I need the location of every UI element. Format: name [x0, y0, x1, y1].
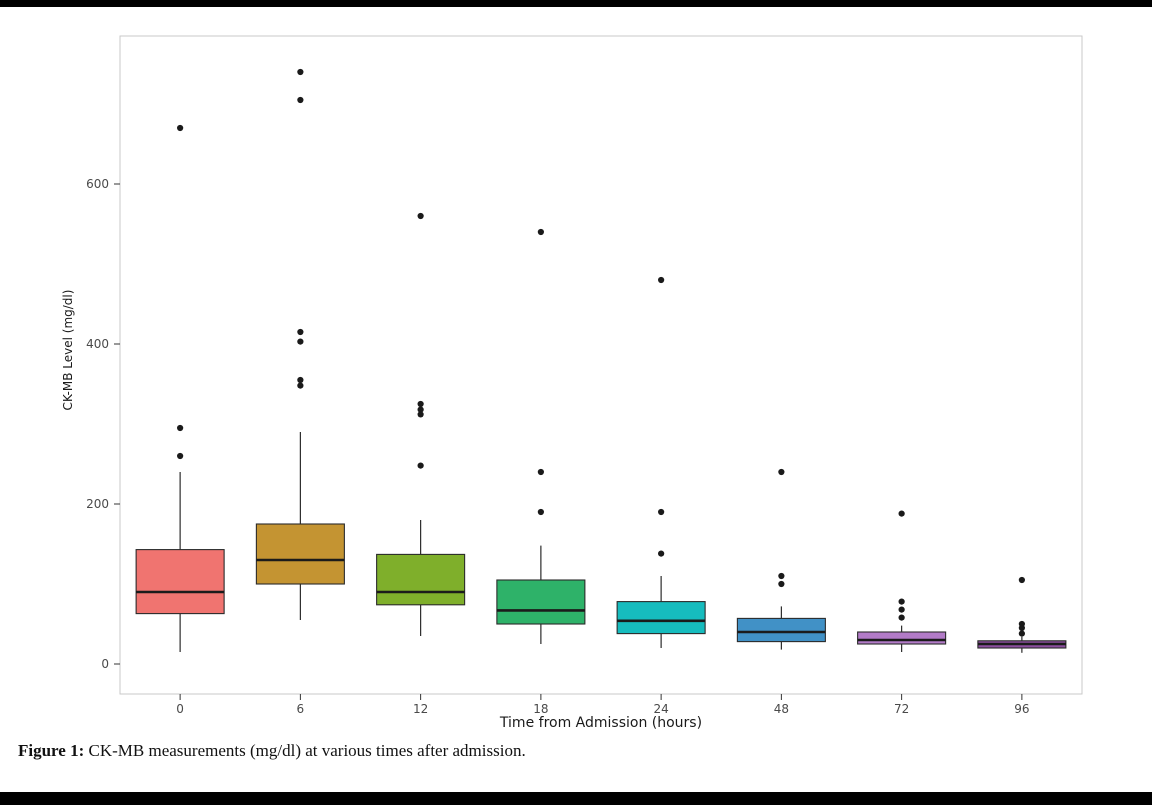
bottom-black-bar [0, 792, 1152, 805]
svg-text:200: 200 [86, 497, 109, 511]
svg-text:12: 12 [413, 702, 428, 716]
svg-text:18: 18 [533, 702, 548, 716]
svg-text:600: 600 [86, 177, 109, 191]
svg-text:6: 6 [297, 702, 305, 716]
figure-caption: Figure 1: CK-MB measurements (mg/dl) at … [18, 741, 1118, 761]
boxplot-chart: 0 200 400 600 0 6 12 18 24 48 72 96 Time from Admiss… [61, 35, 1083, 731]
svg-text:400: 400 [86, 337, 109, 351]
top-black-bar [0, 0, 1152, 7]
figure-caption-label: Figure 1: [18, 741, 85, 760]
svg-text:96: 96 [1014, 702, 1029, 716]
figure-caption-text: CK-MB measurements (mg/dl) at various ti… [84, 741, 526, 760]
svg-text:72: 72 [894, 702, 909, 716]
svg-text:Time from Admission (hours): Time from Admission (hours) [499, 715, 702, 731]
svg-text:0: 0 [176, 702, 184, 716]
svg-text:24: 24 [653, 702, 668, 716]
svg-text:CK-MB Level (mg/dl): CK-MB Level (mg/dl) [61, 290, 75, 411]
figure-chart-area: 0 200 400 600 0 6 12 18 24 48 72 96 Time from Admiss… [0, 6, 1152, 736]
svg-text:48: 48 [774, 702, 789, 716]
svg-text:0: 0 [101, 657, 109, 671]
